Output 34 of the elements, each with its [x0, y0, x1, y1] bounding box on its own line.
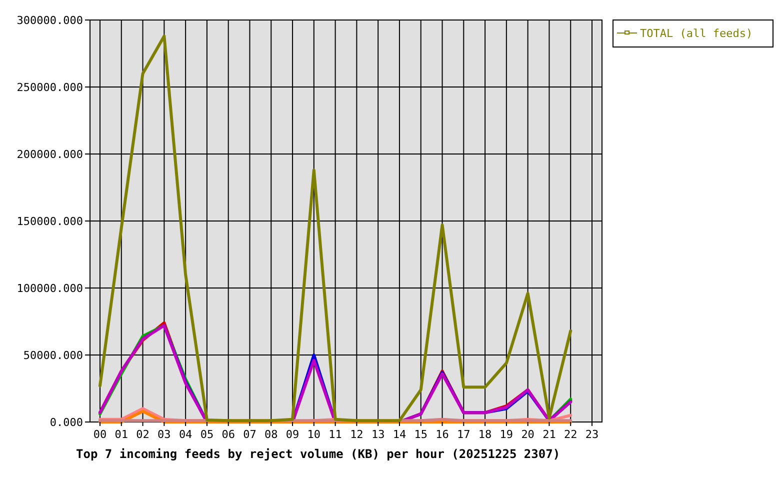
x-tick-label: 18 [478, 428, 492, 441]
x-tick-label: 02 [136, 428, 150, 441]
x-tick-label: 05 [200, 428, 214, 441]
x-tick-label: 00 [93, 428, 107, 441]
x-tick-label: 04 [178, 428, 193, 441]
x-tick-label: 08 [264, 428, 278, 441]
y-tick-label: 100000.000 [16, 282, 83, 295]
y-tick-label: 250000.000 [16, 80, 83, 94]
legend-label: TOTAL (all feeds) [640, 26, 753, 40]
x-tick-label: 11 [328, 428, 342, 441]
y-tick-label: 200000.000 [16, 148, 83, 161]
x-tick-label: 19 [500, 428, 514, 441]
x-tick-label: 17 [457, 428, 470, 441]
y-tick-label: 300000.000 [16, 14, 83, 27]
x-tick-label: 10 [307, 428, 321, 441]
x-tick-label: 09 [286, 428, 300, 441]
x-tick-label: 13 [371, 428, 385, 441]
y-tick-label: 150000.000 [16, 214, 83, 228]
line-series [98, 34, 572, 422]
x-tick-label: 22 [564, 428, 578, 441]
x-tick-label: 23 [585, 428, 599, 441]
x-tick-label: 15 [414, 428, 428, 441]
x-tick-label: 06 [222, 428, 235, 441]
x-tick-label: 03 [158, 428, 171, 441]
x-tick-label: 20 [521, 428, 534, 441]
x-tick-label: 21 [542, 428, 556, 441]
x-tick-label: 12 [350, 428, 364, 441]
x-tick-label: 07 [243, 428, 256, 441]
y-tick-label: 0.000 [50, 416, 83, 429]
x-tick-label: 01 [114, 428, 128, 441]
x-tick-label: 14 [392, 428, 406, 441]
text: Top 7 incoming feeds by reject volume (KB) per hour (20251225 2307) [76, 447, 560, 461]
y-tick-label: 50000.000 [23, 348, 83, 362]
x-tick-label: 16 [436, 428, 449, 441]
